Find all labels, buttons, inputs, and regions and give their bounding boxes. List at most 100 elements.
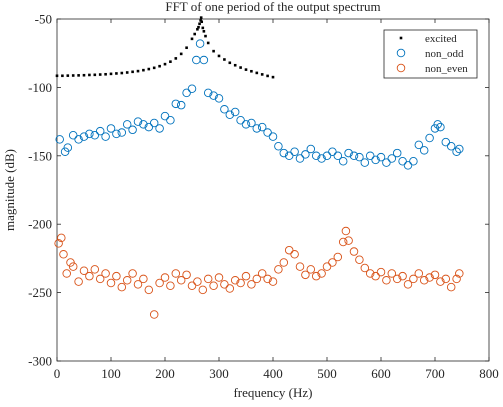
data-point-non-odd [274, 141, 283, 151]
data-point-non-odd [171, 99, 181, 109]
legend: excited non_odd non_even [383, 29, 478, 79]
data-point-non-odd [139, 120, 148, 129]
data-point-non-odd [322, 151, 332, 161]
x-axis: 0 100 200 300 400 500 600 700 800 [54, 19, 499, 381]
data-point-excited [55, 74, 59, 78]
x-tick-label: 700 [425, 366, 445, 381]
data-point-non-odd [441, 137, 451, 147]
data-point-non-odd [436, 122, 445, 132]
legend-label-excited: excited [425, 33, 457, 45]
data-point-non-odd [95, 126, 105, 136]
data-point-excited [199, 19, 202, 22]
data-point-non-odd [263, 128, 272, 137]
data-point-excited [109, 72, 113, 76]
data-point-non-even [128, 269, 137, 278]
data-point-non-odd [85, 129, 94, 139]
series-non-even [54, 226, 464, 319]
data-point-non-odd [360, 158, 370, 167]
data-point-non-odd [409, 157, 418, 166]
data-point-excited [196, 27, 199, 31]
data-point-non-even [322, 262, 332, 271]
data-point-non-odd [338, 157, 348, 166]
data-point-non-odd [344, 148, 353, 158]
x-tick-label: 800 [479, 366, 499, 381]
data-point-non-odd [382, 158, 391, 167]
data-point-non-even [187, 281, 197, 291]
data-point-non-even [403, 280, 413, 289]
data-point-non-even [139, 274, 148, 284]
data-point-excited [77, 74, 80, 77]
data-point-non-even [117, 282, 127, 292]
data-point-non-even [398, 271, 407, 281]
x-tick-label: 400 [263, 366, 283, 381]
data-point-non-even [236, 278, 245, 288]
data-point-non-odd [166, 115, 175, 125]
data-point-excited [185, 46, 188, 50]
x-tick-label: 200 [155, 366, 175, 381]
data-point-non-even [106, 278, 116, 288]
data-point-non-odd [392, 148, 402, 158]
data-point-excited [125, 71, 129, 74]
data-point-non-even [295, 262, 305, 271]
y-tick-label: -150 [28, 148, 52, 163]
data-point-non-even [74, 277, 83, 286]
data-point-non-even [371, 271, 380, 281]
data-point-non-odd [452, 147, 461, 156]
x-tick-label: 300 [209, 366, 229, 381]
data-point-non-even [290, 250, 299, 259]
data-point-non-odd [317, 154, 326, 163]
data-point-excited [82, 73, 86, 77]
data-point-excited [174, 57, 178, 60]
data-point-non-even [166, 281, 175, 291]
data-point-non-odd [149, 118, 159, 128]
data-point-non-even [387, 269, 397, 278]
data-point-non-even [252, 274, 262, 284]
data-point-non-even [301, 270, 310, 280]
data-point-excited [200, 20, 204, 24]
data-point-non-even [360, 263, 370, 273]
data-point-non-odd [155, 124, 164, 133]
data-point-excited [193, 32, 196, 36]
data-point-excited [204, 34, 207, 38]
data-point-excited [158, 64, 161, 68]
data-point-non-even [328, 258, 337, 267]
data-point-non-odd [252, 124, 262, 133]
series-non-odd [55, 39, 464, 170]
data-point-non-odd [290, 147, 299, 156]
data-point-excited [131, 70, 134, 74]
data-point-non-even [446, 282, 456, 292]
data-point-non-odd [398, 157, 407, 166]
data-point-non-even [452, 274, 461, 284]
data-point-excited [152, 66, 156, 70]
data-point-excited [136, 69, 140, 73]
data-point-excited [142, 68, 145, 72]
data-point-excited [201, 26, 205, 30]
x-tick-label: 500 [317, 366, 337, 381]
data-point-non-odd [55, 135, 64, 144]
data-point-non-odd [433, 120, 442, 129]
data-point-non-even [247, 280, 256, 289]
y-tick-label: -100 [28, 80, 52, 95]
data-point-excited [169, 60, 172, 63]
data-point-excited [88, 73, 91, 77]
data-point-non-odd [311, 151, 321, 161]
data-point-non-even [149, 310, 159, 319]
data-point-non-odd [112, 129, 121, 139]
data-point-non-even [376, 267, 386, 277]
data-point-non-odd [117, 128, 127, 137]
data-point-non-odd [257, 122, 267, 132]
legend-marker-excited [399, 36, 403, 40]
data-point-non-even [144, 285, 154, 295]
data-point-non-odd [328, 147, 337, 156]
data-point-non-odd [455, 144, 464, 154]
data-point-excited [223, 58, 226, 61]
data-point-non-odd [133, 117, 143, 126]
data-point-non-even [54, 239, 63, 248]
data-point-non-odd [446, 141, 456, 151]
data-point-non-even [441, 274, 451, 284]
data-point-non-even [268, 277, 278, 286]
data-point-non-odd [187, 84, 197, 94]
legend-label-non-odd: non_odd [425, 48, 464, 60]
data-point-non-odd [79, 132, 89, 141]
data-point-non-odd [214, 94, 224, 103]
